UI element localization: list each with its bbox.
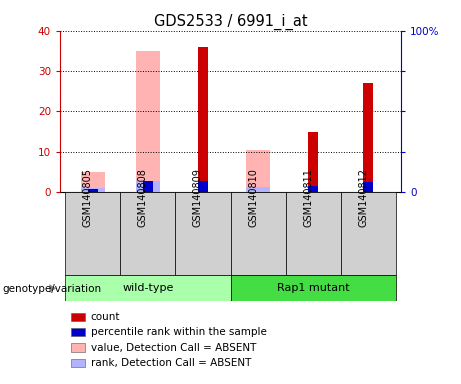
Text: wild-type: wild-type <box>122 283 174 293</box>
Bar <box>230 192 285 275</box>
Text: GDS2533 / 6991_i_at: GDS2533 / 6991_i_at <box>154 13 307 30</box>
Text: GSM140812: GSM140812 <box>358 168 368 227</box>
Polygon shape <box>49 284 56 293</box>
Text: GSM140809: GSM140809 <box>193 168 203 227</box>
Bar <box>65 192 120 275</box>
Bar <box>81 172 105 192</box>
Bar <box>120 192 176 275</box>
Bar <box>81 188 105 192</box>
Bar <box>88 189 98 192</box>
Text: GSM140811: GSM140811 <box>303 168 313 227</box>
Bar <box>136 51 160 192</box>
Bar <box>285 192 341 275</box>
Text: Rap1 mutant: Rap1 mutant <box>277 283 349 293</box>
Bar <box>176 192 230 275</box>
Bar <box>136 181 160 192</box>
Bar <box>341 192 396 275</box>
Bar <box>198 181 208 192</box>
Bar <box>363 182 373 192</box>
Bar <box>308 185 318 192</box>
Text: count: count <box>91 312 120 322</box>
Text: rank, Detection Call = ABSENT: rank, Detection Call = ABSENT <box>91 358 251 368</box>
Text: percentile rank within the sample: percentile rank within the sample <box>91 327 267 337</box>
Bar <box>246 150 271 192</box>
Text: value, Detection Call = ABSENT: value, Detection Call = ABSENT <box>91 343 256 353</box>
Bar <box>308 131 318 192</box>
Bar <box>65 275 230 301</box>
Bar <box>363 83 373 192</box>
Bar <box>143 181 153 192</box>
Bar <box>230 275 396 301</box>
Text: GSM140810: GSM140810 <box>248 168 258 227</box>
Bar <box>246 187 271 192</box>
Text: GSM140808: GSM140808 <box>138 168 148 227</box>
Text: GSM140805: GSM140805 <box>83 168 93 227</box>
Bar <box>198 47 208 192</box>
Text: genotype/variation: genotype/variation <box>2 284 101 294</box>
